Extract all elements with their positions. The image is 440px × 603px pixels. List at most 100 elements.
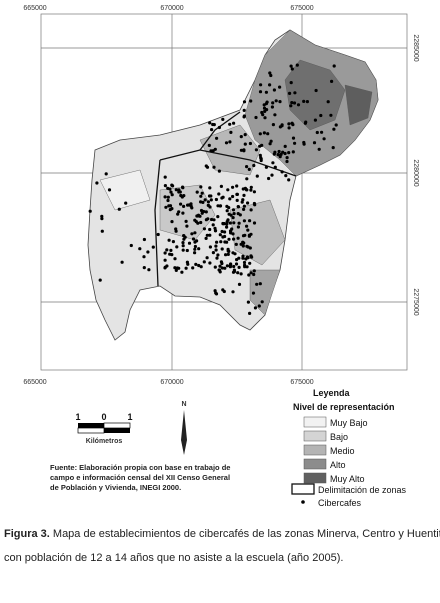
cybercafe-point bbox=[293, 141, 297, 145]
caption-text: con población de 12 a 14 años que no asi… bbox=[4, 552, 343, 564]
cybercafe-point bbox=[249, 271, 253, 275]
cybercafe-point bbox=[163, 175, 167, 179]
cybercafe-point bbox=[88, 209, 92, 213]
cybercafe-point bbox=[173, 257, 177, 261]
caption: Figura 3. Mapa de establecimientos de ci… bbox=[4, 528, 440, 540]
cybercafe-point bbox=[206, 200, 210, 204]
cybercafe-point bbox=[208, 227, 212, 232]
legend-title: Leyenda bbox=[313, 388, 351, 398]
cybercafe-point bbox=[212, 165, 216, 169]
cybercafe-point bbox=[214, 292, 219, 296]
cybercafe-point bbox=[273, 113, 277, 117]
cybercafe-point bbox=[262, 106, 267, 110]
source-text: de Población y Vivienda, INEGI 2000. bbox=[50, 483, 181, 492]
cybercafe-point bbox=[253, 306, 257, 310]
cybercafe-point bbox=[225, 209, 229, 213]
cybercafe-point bbox=[283, 151, 287, 156]
cybercafe-point bbox=[305, 100, 309, 104]
cybercafe-point bbox=[237, 282, 242, 286]
cybercafe-point bbox=[280, 170, 284, 174]
cybercafe-point bbox=[100, 217, 104, 221]
cybercafe-point bbox=[186, 262, 190, 266]
cybercafe-point bbox=[203, 198, 207, 202]
cybercafe-point bbox=[204, 236, 208, 240]
cybercafe-point bbox=[332, 127, 336, 131]
cybercafe-point bbox=[165, 248, 169, 252]
coord-label: 675000 bbox=[290, 379, 313, 386]
coord-label: 2280000 bbox=[412, 159, 419, 186]
cybercafe-point bbox=[254, 115, 258, 120]
legend-item: Muy Bajo bbox=[330, 418, 368, 428]
cybercafe-point bbox=[289, 81, 293, 85]
cybercafe-point bbox=[193, 231, 197, 235]
cybercafe-point bbox=[287, 126, 291, 130]
cybercafe-point bbox=[181, 248, 185, 252]
cybercafe-point bbox=[211, 223, 215, 227]
cybercafe-point bbox=[261, 113, 265, 117]
cybercafe-point bbox=[331, 146, 335, 150]
cybercafe-point bbox=[235, 184, 239, 188]
cybercafe-point bbox=[248, 141, 252, 146]
cybercafe-point bbox=[290, 101, 294, 105]
legend-item: Bajo bbox=[330, 432, 348, 442]
cybercafe-point bbox=[255, 282, 259, 286]
cybercafe-point bbox=[246, 228, 250, 232]
cybercafe-point bbox=[215, 240, 219, 244]
cybercafe-point bbox=[147, 268, 151, 272]
cybercafe-point bbox=[249, 99, 253, 103]
cybercafe-point bbox=[199, 200, 203, 204]
legend-item: Delimitación de zonas bbox=[318, 485, 407, 495]
zone-boundaries bbox=[154, 111, 297, 287]
cybercafe-points bbox=[88, 63, 338, 315]
cybercafe-point bbox=[235, 258, 239, 262]
cybercafe-point bbox=[245, 224, 249, 228]
cybercafe-point bbox=[225, 225, 229, 229]
cybercafe-point bbox=[216, 215, 220, 219]
cybercafe-point bbox=[185, 224, 189, 228]
cybercafe-point bbox=[180, 270, 184, 274]
cybercafe-point bbox=[263, 109, 267, 113]
cybercafe-point bbox=[224, 253, 228, 257]
cybercafe-point bbox=[290, 67, 294, 71]
cybercafe-point bbox=[124, 201, 128, 205]
cybercafe-point bbox=[182, 194, 186, 198]
cybercafe-point bbox=[142, 255, 146, 259]
cybercafe-point bbox=[209, 149, 213, 153]
cybercafe-point bbox=[237, 265, 241, 269]
cybercafe-point bbox=[266, 132, 270, 136]
cybercafe-point bbox=[208, 121, 212, 125]
cybercafe-point bbox=[258, 282, 262, 286]
cybercafe-point bbox=[226, 249, 230, 253]
cybercafe-point bbox=[169, 190, 173, 194]
cybercafe-point bbox=[174, 227, 178, 231]
cybercafe-point bbox=[195, 190, 199, 194]
cybercafe-point bbox=[199, 208, 204, 213]
cybercafe-point bbox=[186, 203, 190, 207]
cybercafe-point bbox=[214, 197, 218, 202]
cybercafe-point bbox=[164, 205, 168, 209]
cybercafe-point bbox=[218, 233, 222, 237]
cybercafe-point bbox=[174, 188, 178, 192]
cybercafe-point bbox=[205, 233, 209, 237]
cybercafe-point bbox=[170, 193, 174, 197]
cybercafe-point bbox=[249, 208, 253, 212]
cybercafe-point bbox=[179, 193, 183, 198]
caption-label: Figura 3. bbox=[4, 528, 50, 540]
cybercafe-point bbox=[304, 120, 308, 124]
cybercafe-point bbox=[220, 266, 224, 270]
cybercafe-point bbox=[98, 278, 102, 282]
cybercafe-point bbox=[258, 90, 263, 94]
cybercafe-point bbox=[241, 187, 245, 191]
cybercafe-point bbox=[247, 167, 251, 171]
level-patches bbox=[99, 29, 379, 316]
cybercafe-point bbox=[209, 198, 213, 202]
scale-label: 1 bbox=[127, 412, 132, 422]
cybercafe-point bbox=[269, 73, 273, 78]
cybercafe-point bbox=[227, 212, 231, 216]
source-text: campo e información censal del XII Censo… bbox=[50, 473, 230, 482]
cybercafe-point bbox=[259, 156, 263, 160]
cybercafe-point bbox=[247, 234, 251, 238]
cybercafe-point bbox=[166, 186, 170, 190]
cybercafe-point bbox=[185, 248, 189, 253]
cybercafe-point bbox=[241, 244, 245, 248]
